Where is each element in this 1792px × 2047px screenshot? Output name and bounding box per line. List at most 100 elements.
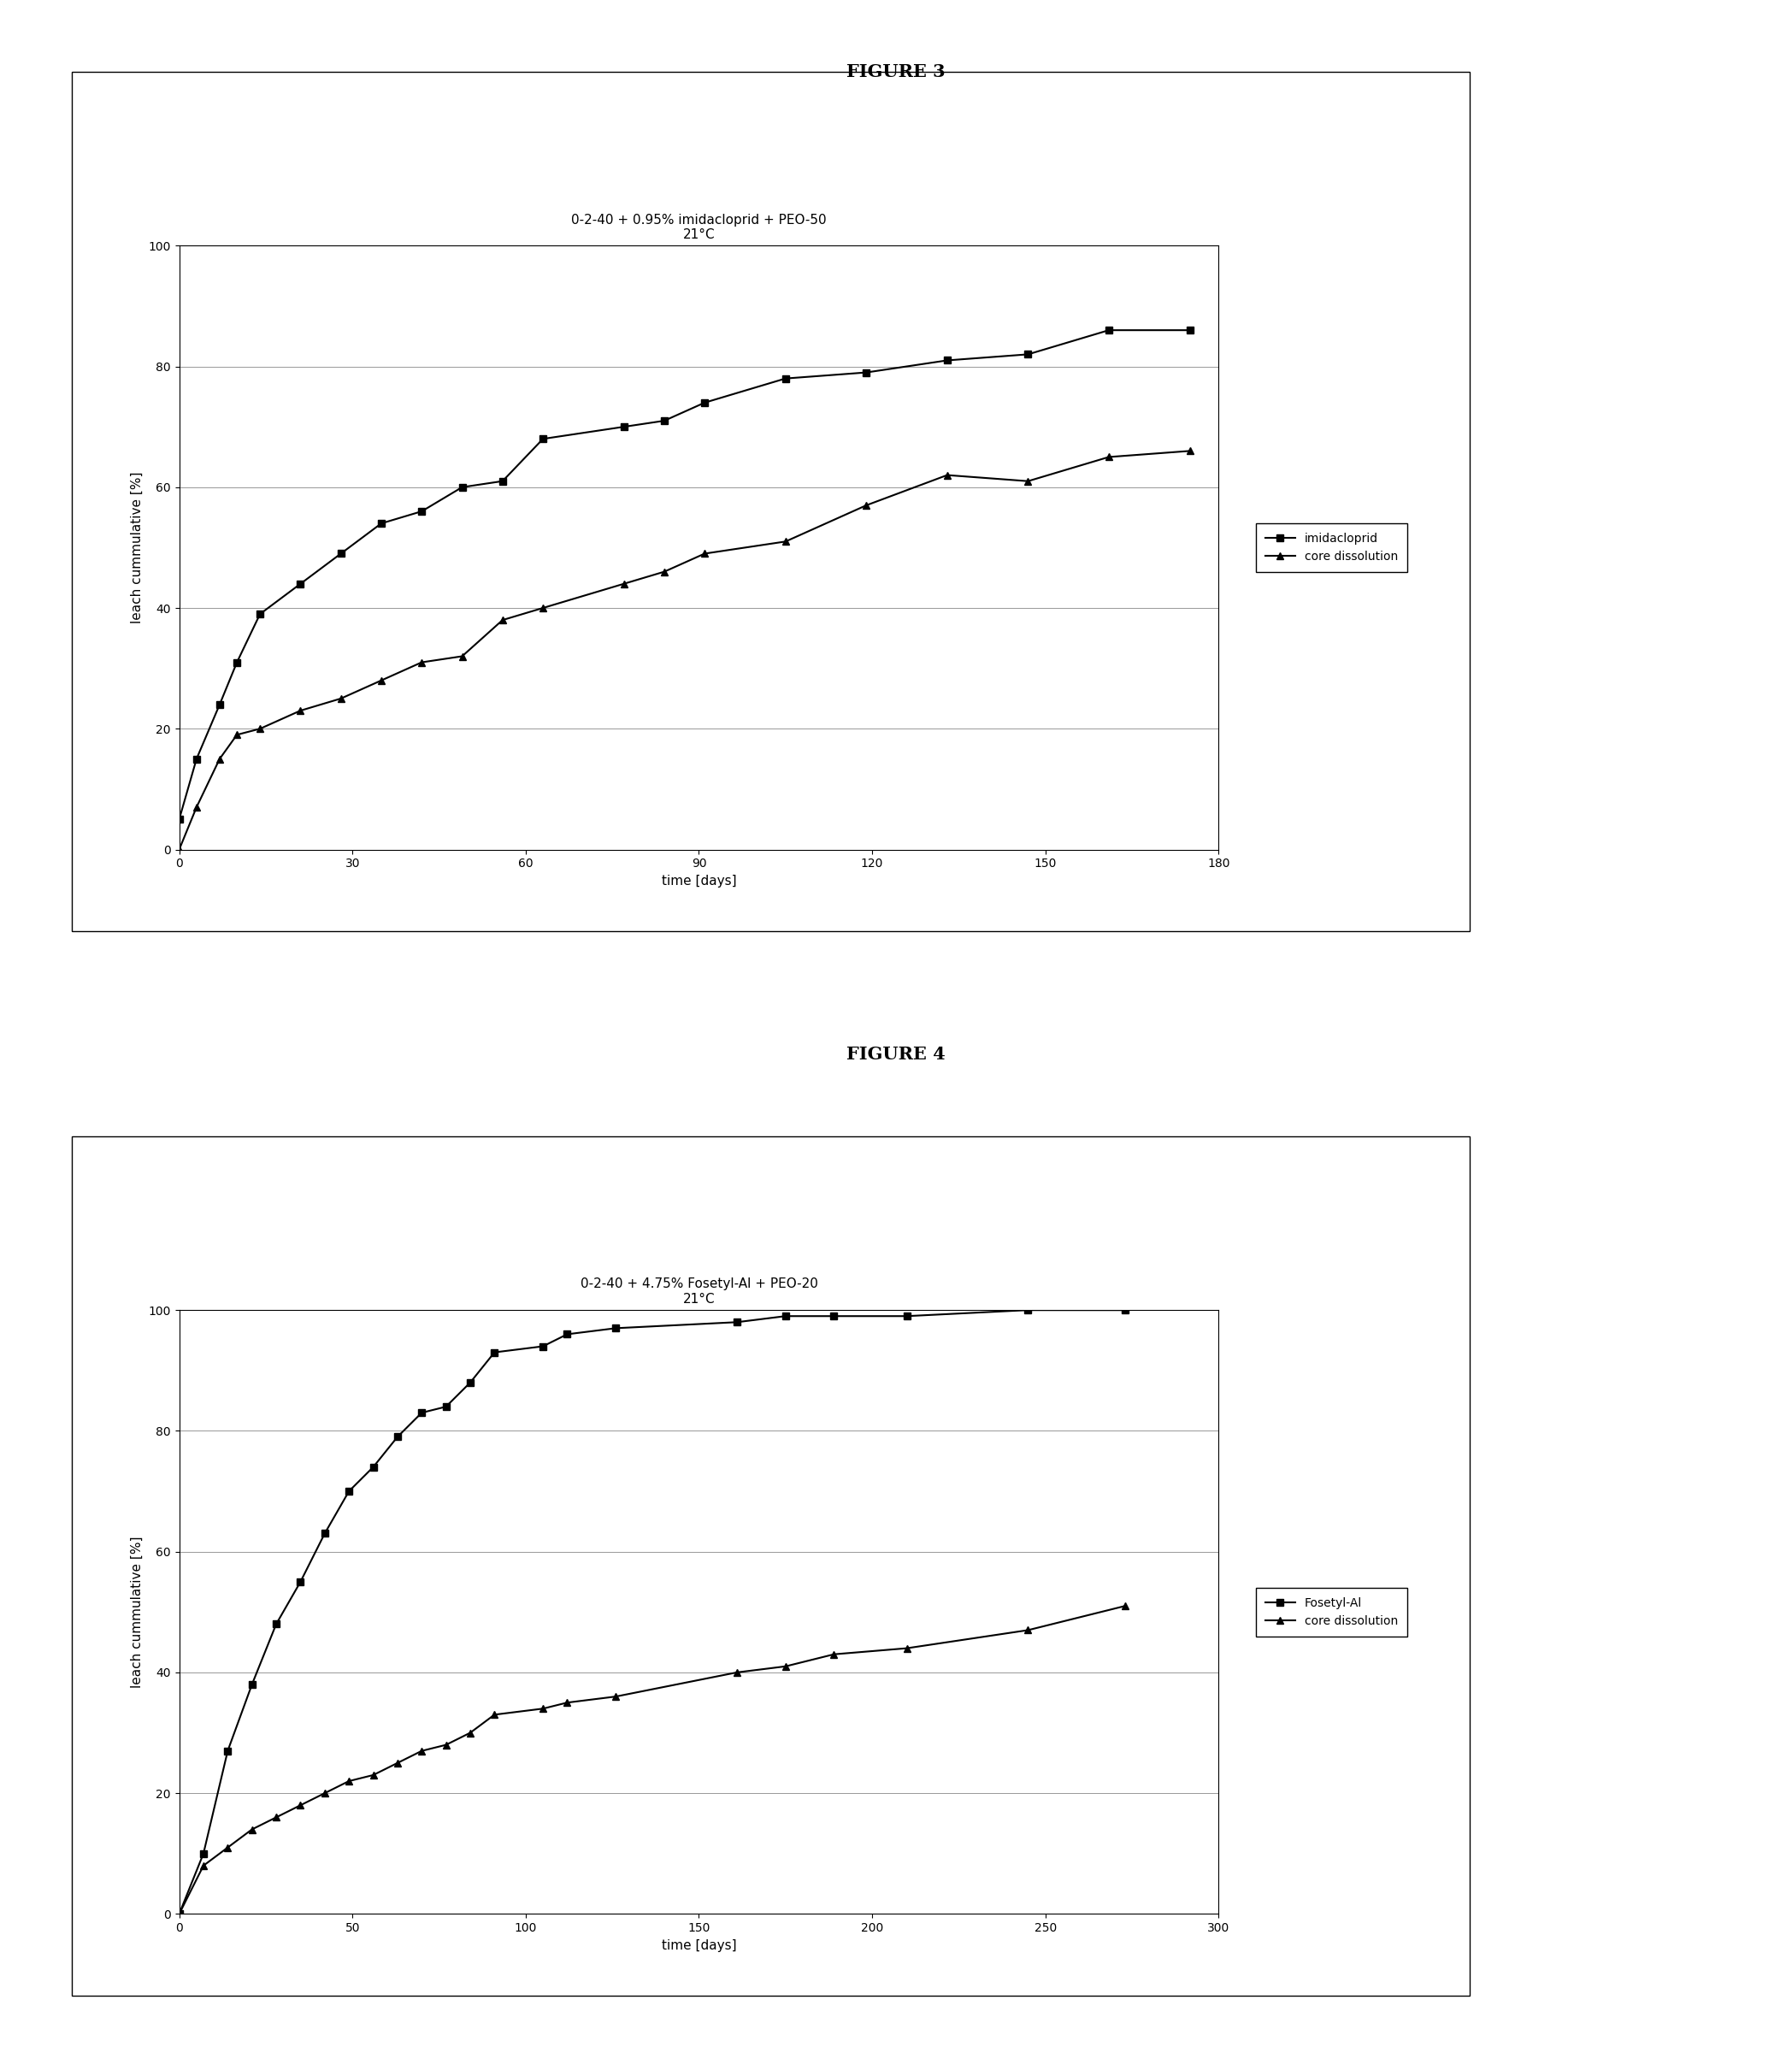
core dissolution <box>1115 1595 1136 1619</box>
core dissolution <box>896 1636 918 1660</box>
Text: FIGURE 4: FIGURE 4 <box>846 1046 946 1062</box>
imidacloprid <box>532 426 554 450</box>
Title: 0-2-40 + 0.95% imidacloprid + PEO-50
21°C: 0-2-40 + 0.95% imidacloprid + PEO-50 21°… <box>572 213 826 242</box>
core dissolution <box>226 723 247 747</box>
imidacloprid <box>210 692 231 716</box>
core dissolution <box>855 493 876 518</box>
Fosetyl-Al <box>896 1304 918 1329</box>
Line: core dissolution: core dissolution <box>176 448 1193 854</box>
core dissolution <box>435 1732 457 1756</box>
core dissolution <box>654 559 676 583</box>
core dissolution <box>694 540 715 565</box>
core dissolution <box>194 1853 215 1877</box>
core dissolution <box>557 1691 579 1715</box>
Fosetyl-Al <box>217 1738 238 1762</box>
core dissolution <box>168 837 190 862</box>
core dissolution <box>1179 438 1201 463</box>
core dissolution <box>168 1902 190 1926</box>
Line: Fosetyl-Al: Fosetyl-Al <box>176 1306 1129 1918</box>
core dissolution <box>210 747 231 772</box>
core dissolution <box>484 1703 505 1728</box>
Fosetyl-Al <box>823 1304 844 1329</box>
imidacloprid <box>654 409 676 434</box>
imidacloprid <box>290 571 312 596</box>
Fosetyl-Al <box>726 1310 747 1335</box>
core dissolution <box>410 1738 432 1762</box>
core dissolution <box>290 1793 312 1818</box>
core dissolution <box>371 667 392 692</box>
Y-axis label: leach cummulative [%]: leach cummulative [%] <box>131 1535 143 1689</box>
core dissolution <box>362 1762 383 1787</box>
core dissolution <box>410 651 432 676</box>
core dissolution <box>186 794 208 819</box>
core dissolution <box>217 1836 238 1861</box>
core dissolution <box>290 698 312 723</box>
Fosetyl-Al <box>1115 1298 1136 1322</box>
Fosetyl-Al <box>265 1611 287 1636</box>
core dissolution <box>387 1750 409 1775</box>
Legend: Fosetyl-Al, core dissolution: Fosetyl-Al, core dissolution <box>1256 1588 1407 1636</box>
imidacloprid <box>226 651 247 676</box>
imidacloprid <box>371 512 392 536</box>
imidacloprid <box>774 366 796 391</box>
imidacloprid <box>452 475 473 499</box>
Y-axis label: leach cummulative [%]: leach cummulative [%] <box>131 471 143 624</box>
core dissolution <box>1018 1617 1039 1642</box>
Fosetyl-Al <box>1018 1298 1039 1322</box>
core dissolution <box>491 608 513 633</box>
core dissolution <box>1098 444 1120 469</box>
core dissolution <box>314 1781 335 1805</box>
imidacloprid <box>249 602 271 626</box>
Fosetyl-Al <box>774 1304 796 1329</box>
Fosetyl-Al <box>484 1341 505 1365</box>
imidacloprid <box>1098 317 1120 342</box>
core dissolution <box>242 1818 263 1842</box>
core dissolution <box>459 1719 480 1744</box>
core dissolution <box>613 571 634 596</box>
imidacloprid <box>330 540 351 565</box>
imidacloprid <box>410 499 432 524</box>
Fosetyl-Al <box>314 1521 335 1545</box>
core dissolution <box>265 1805 287 1830</box>
core dissolution <box>937 463 959 487</box>
Fosetyl-Al <box>194 1842 215 1867</box>
core dissolution <box>532 1697 554 1722</box>
Text: FIGURE 3: FIGURE 3 <box>846 63 946 80</box>
core dissolution <box>339 1769 360 1793</box>
core dissolution <box>774 1654 796 1679</box>
Fosetyl-Al <box>362 1455 383 1480</box>
core dissolution <box>452 645 473 669</box>
core dissolution <box>1018 469 1039 493</box>
core dissolution <box>606 1685 627 1709</box>
imidacloprid <box>855 360 876 385</box>
core dissolution <box>823 1642 844 1666</box>
X-axis label: time [days]: time [days] <box>661 874 737 886</box>
Fosetyl-Al <box>557 1322 579 1347</box>
Fosetyl-Al <box>387 1425 409 1449</box>
imidacloprid <box>937 348 959 373</box>
Fosetyl-Al <box>290 1570 312 1595</box>
imidacloprid <box>694 391 715 416</box>
core dissolution <box>249 716 271 741</box>
Line: core dissolution: core dissolution <box>176 1603 1129 1918</box>
imidacloprid <box>613 416 634 440</box>
Legend: imidacloprid, core dissolution: imidacloprid, core dissolution <box>1256 524 1407 571</box>
Fosetyl-Al <box>606 1316 627 1341</box>
Fosetyl-Al <box>242 1672 263 1697</box>
core dissolution <box>774 530 796 555</box>
imidacloprid <box>491 469 513 493</box>
imidacloprid <box>1179 317 1201 342</box>
imidacloprid <box>186 747 208 772</box>
Fosetyl-Al <box>168 1902 190 1926</box>
Fosetyl-Al <box>459 1369 480 1394</box>
Fosetyl-Al <box>410 1400 432 1425</box>
core dissolution <box>330 686 351 710</box>
Fosetyl-Al <box>339 1478 360 1502</box>
X-axis label: time [days]: time [days] <box>661 1939 737 1951</box>
core dissolution <box>726 1660 747 1685</box>
Line: imidacloprid: imidacloprid <box>176 328 1193 823</box>
imidacloprid <box>1018 342 1039 366</box>
Fosetyl-Al <box>532 1335 554 1359</box>
Title: 0-2-40 + 4.75% Fosetyl-Al + PEO-20
21°C: 0-2-40 + 4.75% Fosetyl-Al + PEO-20 21°C <box>581 1277 817 1306</box>
core dissolution <box>532 596 554 620</box>
